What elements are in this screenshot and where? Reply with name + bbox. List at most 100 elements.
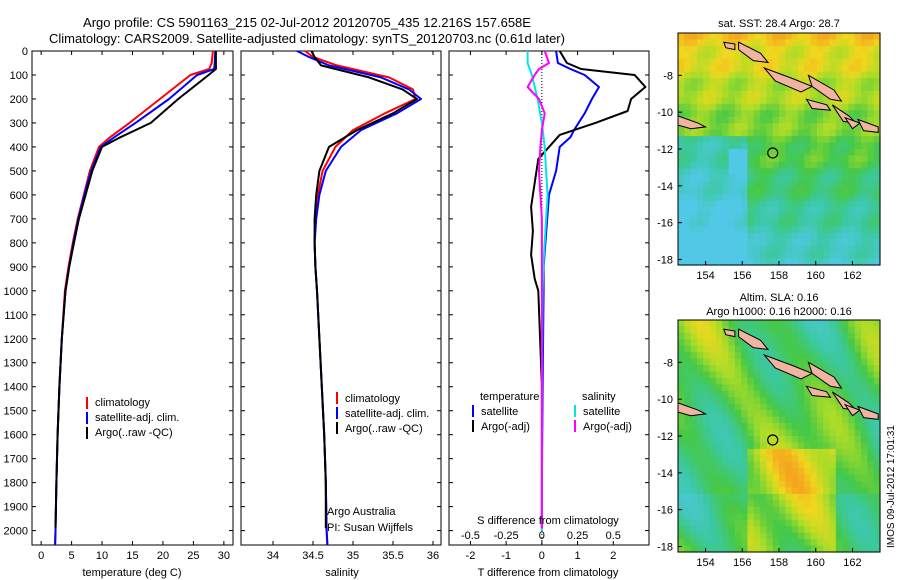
map-cell bbox=[678, 110, 685, 118]
map-cell bbox=[728, 326, 736, 334]
map-cell bbox=[810, 213, 818, 221]
map-cell bbox=[835, 390, 843, 398]
map-cell bbox=[760, 39, 767, 47]
map-cell bbox=[734, 71, 742, 79]
map-cell bbox=[816, 410, 824, 418]
map-cell bbox=[861, 103, 868, 111]
map-cell bbox=[829, 339, 837, 347]
map-cell bbox=[804, 494, 812, 502]
map-cell bbox=[709, 187, 717, 195]
map-cell bbox=[829, 245, 837, 253]
map-cell bbox=[848, 252, 856, 260]
map-cell bbox=[867, 129, 875, 137]
map-cell bbox=[861, 481, 868, 489]
map-cell bbox=[829, 129, 837, 137]
map-cell bbox=[842, 245, 850, 253]
map-cell bbox=[823, 494, 831, 502]
map-cell bbox=[848, 371, 856, 379]
map-cell bbox=[709, 84, 717, 92]
map-cell bbox=[842, 136, 850, 144]
map-cell bbox=[678, 123, 685, 131]
map-cell bbox=[734, 513, 742, 521]
map-cell bbox=[867, 513, 875, 521]
map-cell bbox=[741, 358, 749, 366]
map-cell bbox=[779, 39, 786, 47]
map-cell bbox=[810, 58, 818, 66]
map-cell bbox=[728, 506, 736, 514]
map-cell bbox=[766, 384, 774, 392]
map-cell bbox=[810, 468, 818, 476]
map-cell bbox=[835, 194, 843, 202]
map-cell bbox=[861, 161, 868, 169]
map-cell bbox=[684, 239, 692, 247]
map-cell bbox=[797, 110, 805, 118]
map-cell bbox=[728, 226, 736, 234]
map-cell bbox=[779, 320, 786, 328]
map-cell bbox=[848, 384, 856, 392]
map-cell bbox=[753, 155, 761, 163]
map-cell bbox=[753, 181, 761, 189]
map-cell bbox=[797, 129, 805, 137]
difference-panel: -2 -1 0 1 2 -0.5 -0.25 0 0.25 0.5 temperature sa… bbox=[448, 50, 650, 579]
map-cell bbox=[728, 181, 736, 189]
map-cell bbox=[690, 378, 698, 386]
map-cell bbox=[696, 103, 704, 111]
map-cell bbox=[678, 545, 685, 553]
map-cell bbox=[734, 384, 742, 392]
lon-tick-label: 156 bbox=[733, 270, 751, 282]
map-cell bbox=[722, 416, 730, 424]
map-cell bbox=[728, 136, 736, 144]
map-cell bbox=[696, 339, 704, 347]
map-cell bbox=[772, 474, 780, 482]
map-cell bbox=[722, 436, 730, 444]
map-cell bbox=[861, 168, 868, 176]
map-cell bbox=[873, 258, 881, 266]
map-cell bbox=[842, 481, 850, 489]
map-cell bbox=[779, 91, 786, 99]
map-cell bbox=[766, 519, 774, 527]
map-cell bbox=[785, 58, 793, 66]
map-cell bbox=[741, 129, 749, 137]
legend-t-satellite: satellite bbox=[481, 406, 518, 418]
map-cell bbox=[854, 526, 862, 534]
map-cell bbox=[816, 149, 824, 157]
map-cell bbox=[696, 326, 704, 334]
map-cell bbox=[772, 252, 780, 260]
map-cell bbox=[873, 200, 881, 208]
map-cell bbox=[728, 129, 736, 137]
map-cell bbox=[734, 448, 742, 456]
map-cell bbox=[785, 239, 793, 247]
map-cell bbox=[829, 84, 837, 92]
lat-tick-label: -14 bbox=[657, 181, 673, 193]
map-cell bbox=[703, 429, 711, 437]
depth-tick-label: 1300 bbox=[4, 358, 28, 370]
map-cell bbox=[816, 416, 824, 424]
imos-timestamp: IMOS 09-Jul-2012 17:01:31 bbox=[886, 425, 897, 548]
map-cell bbox=[690, 339, 698, 347]
map-cell bbox=[760, 226, 767, 234]
map-cell bbox=[861, 252, 868, 260]
map-cell bbox=[766, 149, 774, 157]
map-cell bbox=[709, 332, 717, 340]
map-cell bbox=[684, 474, 692, 482]
map-cell bbox=[741, 513, 749, 521]
map-cell bbox=[854, 252, 862, 260]
map-cell bbox=[797, 397, 805, 405]
map-cell bbox=[709, 239, 717, 247]
map-cell bbox=[709, 468, 717, 476]
map-cell bbox=[791, 181, 799, 189]
map-cell bbox=[728, 474, 736, 482]
map-cell bbox=[785, 252, 793, 260]
map-cell bbox=[829, 45, 837, 53]
map-cell bbox=[861, 149, 868, 157]
map-cell bbox=[797, 226, 805, 234]
map-cell bbox=[703, 352, 711, 360]
map-cell bbox=[861, 448, 868, 456]
map-cell bbox=[703, 78, 711, 86]
map-cell bbox=[797, 258, 805, 266]
map-cell bbox=[747, 97, 755, 105]
map-cell bbox=[779, 448, 786, 456]
x-tick-label: 10 bbox=[96, 550, 108, 562]
map-cell bbox=[861, 213, 868, 221]
map-cell bbox=[797, 461, 805, 469]
